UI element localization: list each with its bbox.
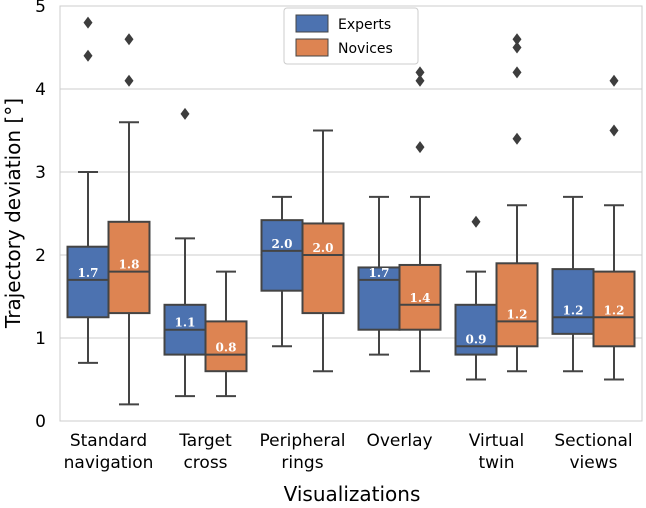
median-value-label: 2.0 [313,241,334,255]
outlier-point [124,74,134,87]
x-tick-label-line: cross [183,453,227,473]
y-tick-label: 3 [35,163,46,183]
y-tick-label: 4 [35,80,46,100]
legend-label-experts: Experts [338,17,391,33]
x-tick-label-line: Overlay [366,431,432,451]
x-tick-label: Sectional views [554,431,632,473]
outlier-point [609,74,619,87]
box-body [260,219,304,292]
median-value-label: 0.8 [216,341,237,355]
box-experts: 1.7 [66,16,110,364]
median-value-label: 1.1 [175,316,196,330]
median-value-label: 2.0 [272,237,293,251]
outlier-point [471,215,481,228]
x-tick-label-line: Standard [70,431,147,451]
outlier-point [609,124,619,137]
outlier-point [415,141,425,154]
median-value-label: 0.9 [466,332,487,346]
x-tick-label-line: Sectional [554,431,632,451]
box-novices: 1.4 [398,66,442,373]
outlier-point [415,74,425,87]
box-novices: 1.2 [592,74,636,381]
box-groups: 1.7 1.1 2.0 1.7 0.9 1.2 1.8 0.8 2.0 1.4 1.2 1.2 [66,16,636,406]
box-body [107,220,151,315]
box-novices: 0.8 [204,270,248,398]
median-value-label: 1.2 [563,303,584,317]
box-experts: 0.9 [454,215,498,381]
x-tick-label: Target cross [178,431,232,473]
x-tick-label: Peripheral rings [260,431,346,473]
outlier-point [512,33,522,46]
box-body [301,222,345,315]
median-value-label: 1.7 [78,266,99,280]
median-value-label: 1.2 [604,303,625,317]
box-body [495,262,539,348]
x-tick-label-line: views [569,453,617,473]
box-body [551,268,595,335]
y-tick-label: 1 [35,329,46,349]
legend: Experts Novices [283,7,419,65]
y-tick-label: 5 [35,0,46,17]
box-novices: 2.0 [301,129,345,373]
x-tick-label-line: navigation [64,453,154,473]
outlier-point [83,49,93,62]
box-experts: 2.0 [260,195,304,348]
x-tick-label-line: rings [281,453,323,473]
legend-swatch-novices [295,38,329,57]
box-body [357,266,401,331]
outlier-point [512,66,522,79]
box-body [592,270,636,348]
outlier-point [124,33,134,46]
box-body [66,245,110,319]
median-value-label: 1.2 [507,307,528,321]
legend-label-novices: Novices [338,41,393,57]
outlier-point [180,107,190,120]
x-tick-label-line: Target [178,431,232,451]
median-value-label: 1.8 [119,258,140,272]
box-experts: 1.1 [163,107,207,398]
x-tick-label: Virtual twin [469,431,525,473]
box-novices: 1.2 [495,33,539,373]
outlier-point [83,16,93,29]
x-tick-label-line: twin [478,453,514,473]
box-experts: 1.7 [357,195,401,356]
median-value-label: 1.4 [410,291,431,305]
legend-swatch-experts [295,14,329,33]
box-body [398,263,442,331]
box-novices: 1.8 [107,33,151,406]
plot-area-frame [59,5,643,422]
y-axis-ticks: 0 1 2 3 4 5 [35,0,46,432]
outlier-point [512,132,522,145]
median-value-label: 1.7 [369,266,390,280]
outlier-point [512,41,522,54]
box-experts: 1.2 [551,195,595,373]
outlier-point [415,66,425,79]
y-tick-label: 0 [35,412,46,432]
x-tick-label: Overlay [366,431,432,451]
x-axis-ticks: Standard navigation Target cross Peripheral r… [64,431,633,473]
y-tick-label: 2 [35,246,46,266]
x-tick-label: Standard navigation [64,431,154,473]
x-tick-label-line: Virtual [469,431,525,451]
x-tick-label-line: Peripheral [260,431,346,451]
box-body [204,320,248,373]
y-axis-label: Trajectory deviation [°] [1,98,25,329]
x-axis-label: Visualizations [284,482,421,506]
